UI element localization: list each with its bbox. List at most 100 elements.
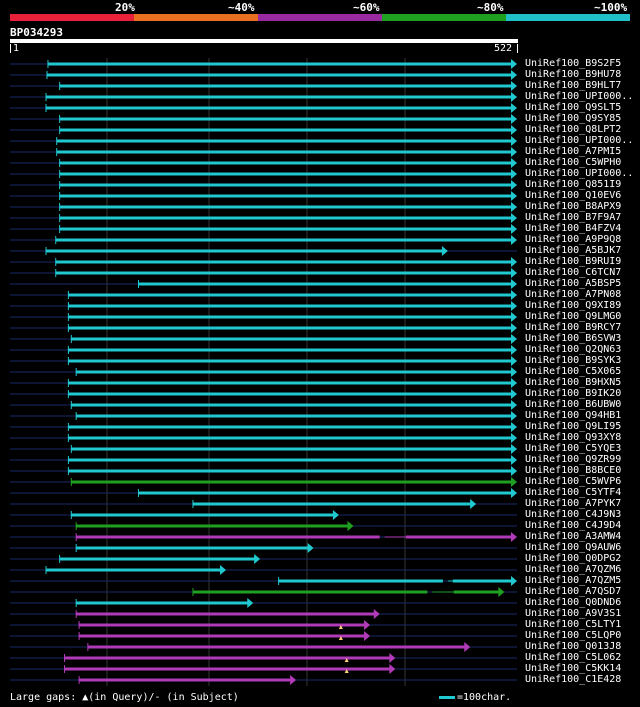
- hit-label[interactable]: UniRef100_Q2QN63: [525, 344, 622, 355]
- hit-label[interactable]: UniRef100_A7QZM6: [525, 564, 622, 575]
- hit-label[interactable]: UniRef100_Q93XY8: [525, 432, 622, 443]
- hit-label[interactable]: UniRef100_A5BSP5: [525, 278, 622, 289]
- hit-row[interactable]: [10, 257, 517, 267]
- hit-label[interactable]: UniRef100_C5WVP6: [525, 476, 622, 487]
- hit-row[interactable]: [10, 455, 517, 465]
- hit-row[interactable]: [10, 488, 517, 498]
- hit-row[interactable]: [10, 675, 517, 685]
- hit-row[interactable]: [10, 334, 517, 344]
- hit-row[interactable]: [10, 180, 517, 190]
- hit-label[interactable]: UniRef100_C4J9D4: [525, 520, 622, 531]
- hit-label[interactable]: UniRef100_Q9AUW6: [525, 542, 622, 553]
- hit-label[interactable]: UniRef100_Q94HB1: [525, 410, 622, 421]
- hit-label[interactable]: UniRef100_Q9ZR99: [525, 454, 622, 465]
- hit-label[interactable]: UniRef100_C5WPH0: [525, 157, 622, 168]
- hit-row[interactable]: [10, 224, 517, 234]
- hit-label[interactable]: UniRef100_Q0DND6: [525, 597, 622, 608]
- hit-label[interactable]: UniRef100_C5LQP0: [525, 630, 622, 641]
- hit-row[interactable]: [10, 433, 517, 443]
- hit-row[interactable]: [10, 213, 517, 223]
- hit-label[interactable]: UniRef100_B9HXN5: [525, 377, 622, 388]
- hit-row[interactable]: [10, 477, 517, 487]
- hit-row[interactable]: [10, 422, 517, 432]
- hit-row[interactable]: [10, 565, 517, 575]
- hit-label[interactable]: UniRef100_A7QZM5: [525, 575, 622, 586]
- hit-row[interactable]: [10, 59, 517, 69]
- hit-label[interactable]: UniRef100_B7F9A7: [525, 212, 622, 223]
- hit-label[interactable]: UniRef100_C5X065: [525, 366, 622, 377]
- hit-label[interactable]: UniRef100_B6SVW3: [525, 333, 622, 344]
- hit-row[interactable]: [10, 301, 517, 311]
- hit-row[interactable]: [10, 158, 517, 168]
- hit-row[interactable]: [10, 356, 517, 366]
- hit-label[interactable]: UniRef100_B8APX9: [525, 201, 622, 212]
- hit-row[interactable]: [10, 191, 517, 201]
- hit-row[interactable]: [10, 521, 517, 531]
- hit-row[interactable]: [10, 664, 517, 674]
- hit-label[interactable]: UniRef100_A7PYK7: [525, 498, 622, 509]
- hit-label[interactable]: UniRef100_Q9SY85: [525, 113, 622, 124]
- hit-row[interactable]: [10, 466, 517, 476]
- hit-row[interactable]: [10, 642, 517, 652]
- hit-row[interactable]: [10, 444, 517, 454]
- hit-label[interactable]: UniRef100_B9S2F5: [525, 58, 622, 69]
- hit-label[interactable]: UniRef100_C5L062: [525, 652, 622, 663]
- hit-row[interactable]: [10, 114, 517, 124]
- hit-row[interactable]: [10, 554, 517, 564]
- hit-row[interactable]: [10, 499, 517, 509]
- hit-label[interactable]: UniRef100_C4J9N3: [525, 509, 622, 520]
- hit-label[interactable]: UniRef100_A3AMW4: [525, 531, 622, 542]
- hit-label[interactable]: UniRef100_B9SYK3: [525, 355, 622, 366]
- hit-label[interactable]: UniRef100_B9HLT7: [525, 80, 622, 91]
- hit-row[interactable]: [10, 323, 517, 333]
- hit-label[interactable]: UniRef100_A7PN08: [525, 289, 622, 300]
- hit-row[interactable]: [10, 576, 517, 586]
- hit-label[interactable]: UniRef100_A7PMI5: [525, 146, 622, 157]
- hit-label[interactable]: UniRef100_Q10EV6: [525, 190, 622, 201]
- hit-row[interactable]: [10, 312, 517, 322]
- hit-row[interactable]: [10, 169, 517, 179]
- hit-row[interactable]: [10, 103, 517, 113]
- hit-row[interactable]: [10, 235, 517, 245]
- hit-label[interactable]: UniRef100_C5YTF4: [525, 487, 622, 498]
- hit-row[interactable]: [10, 532, 517, 542]
- hit-label[interactable]: UniRef100_Q9LMG0: [525, 311, 622, 322]
- hit-row[interactable]: [10, 598, 517, 608]
- hit-label[interactable]: UniRef100_UPI000..: [525, 91, 634, 102]
- hit-label[interactable]: UniRef100_B9IK20: [525, 388, 622, 399]
- hit-row[interactable]: [10, 543, 517, 553]
- hit-label[interactable]: UniRef100_B9HU78: [525, 69, 622, 80]
- hit-label[interactable]: UniRef100_B9RUI9: [525, 256, 622, 267]
- hit-label[interactable]: UniRef100_UPI000..: [525, 168, 634, 179]
- hit-row[interactable]: [10, 268, 517, 278]
- hit-row[interactable]: [10, 246, 517, 256]
- hit-row[interactable]: [10, 400, 517, 410]
- hit-row[interactable]: [10, 510, 517, 520]
- hit-row[interactable]: [10, 345, 517, 355]
- hit-label[interactable]: UniRef100_Q851I9: [525, 179, 622, 190]
- hit-label[interactable]: UniRef100_Q8LPT2: [525, 124, 622, 135]
- hit-label[interactable]: UniRef100_C1E428: [525, 674, 622, 685]
- hit-label[interactable]: UniRef100_C6TCN7: [525, 267, 622, 278]
- hit-label[interactable]: UniRef100_Q9SLT5: [525, 102, 622, 113]
- hit-label[interactable]: UniRef100_UPI000..: [525, 135, 634, 146]
- hit-label[interactable]: UniRef100_B6UBW0: [525, 399, 622, 410]
- hit-row[interactable]: [10, 631, 517, 641]
- hit-row[interactable]: [10, 367, 517, 377]
- hit-row[interactable]: [10, 125, 517, 135]
- hit-row[interactable]: [10, 70, 517, 80]
- hit-row[interactable]: [10, 290, 517, 300]
- hit-row[interactable]: [10, 81, 517, 91]
- hit-label[interactable]: UniRef100_Q013J8: [525, 641, 622, 652]
- hit-row[interactable]: [10, 378, 517, 388]
- hit-row[interactable]: [10, 653, 517, 663]
- hit-label[interactable]: UniRef100_B4FZV4: [525, 223, 622, 234]
- hit-row[interactable]: [10, 92, 517, 102]
- hit-label[interactable]: UniRef100_C5LTY1: [525, 619, 622, 630]
- hit-label[interactable]: UniRef100_A9V3S1: [525, 608, 622, 619]
- hit-label[interactable]: UniRef100_A5BJK7: [525, 245, 622, 256]
- hit-row[interactable]: [10, 147, 517, 157]
- hit-label[interactable]: UniRef100_B9RCY7: [525, 322, 622, 333]
- hit-label[interactable]: UniRef100_Q9LI95: [525, 421, 622, 432]
- hit-row[interactable]: [10, 609, 517, 619]
